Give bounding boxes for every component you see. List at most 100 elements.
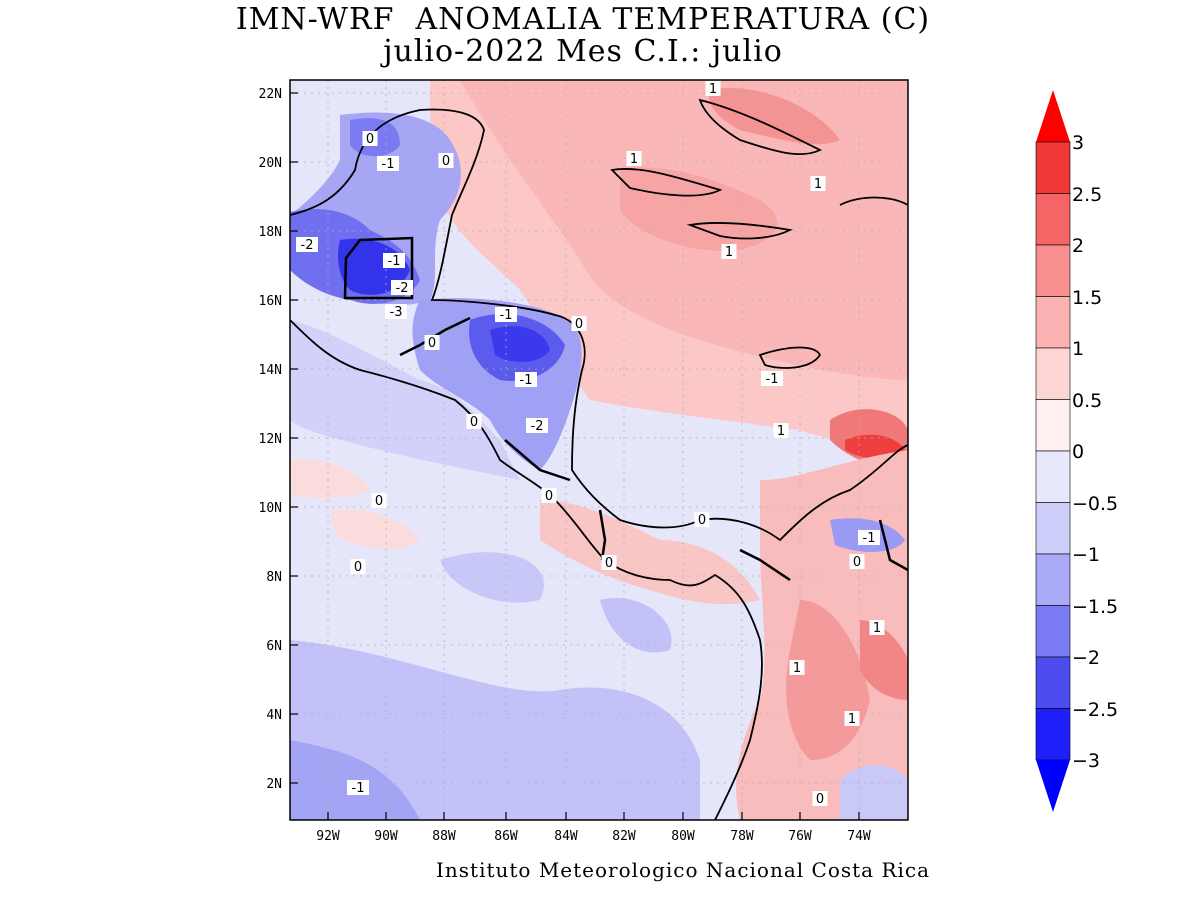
lon-tick-label: 88W [432,829,456,844]
contour-label-bg [694,512,710,527]
lon-tick-label: 76W [788,829,812,844]
map-frame [289,79,909,821]
lat-tick-label: 8N [266,570,282,585]
contour-label: -2 [301,238,314,253]
colorbar-box [1035,296,1071,349]
colorbar-label: −3 [1072,750,1100,772]
lon-tick-label: 86W [494,829,518,844]
colorbar-box [1035,347,1071,400]
contour-label-bg [541,488,557,503]
contour-label: 0 [545,489,553,504]
colorbar-label: 1 [1072,338,1084,360]
contour-label: 1 [873,621,881,636]
contour-label: 0 [428,336,436,351]
lat-tick-label: 12N [259,432,282,447]
colorbar-box [1035,244,1071,297]
contour-label-bg [773,423,789,438]
contour-label-bg [810,176,826,191]
contour-label: 0 [575,317,583,332]
lat-tick-label: 10N [259,501,282,516]
colorbar-box [1035,502,1071,555]
contour-label: -1 [382,157,395,172]
colorbar-label: −1 [1072,544,1100,566]
colorbar-label: −0.5 [1072,493,1118,515]
map-subtitle: julio-2022 Mes C.I.: julio [383,34,783,69]
colorbar-label: 1.5 [1072,287,1102,309]
contour-label: 1 [709,82,717,97]
contour-label: -1 [863,531,876,546]
contour-label-bg [526,418,548,433]
contour-label-bg [296,237,318,252]
contour-label-bg [571,316,587,331]
contour-label: 0 [605,556,613,571]
contour-label-bg [789,660,805,675]
lon-tick-label: 80W [671,829,695,844]
contour-label-bg [761,371,783,386]
contour-label: 0 [442,154,450,169]
contour-label: -1 [352,781,365,796]
institution-credit: Instituto Meteorologico Nacional Costa R… [436,858,931,882]
contour-label-bg [371,493,387,508]
contour-label: -2 [396,281,409,296]
contour-label: 1 [630,152,638,167]
colorbar-box [1035,450,1071,503]
contour-label: 0 [354,560,362,575]
lat-tick-label: 4N [266,708,282,723]
lon-tick-label: 74W [847,829,871,844]
axis-ticks [290,92,860,820]
contour-label-bg [383,253,405,268]
graticule [290,80,908,820]
colorbar-min-arrow [1036,760,1070,812]
colorbar-label: 0 [1072,441,1084,463]
contour-label-bg [350,559,366,574]
colorbar-label: −2.5 [1072,699,1118,721]
colorbar-box [1035,193,1071,246]
contour-label-bg [812,791,828,806]
colorbar-box [1035,399,1071,452]
contour-label: -1 [500,308,513,323]
contour-label: -1 [520,373,533,388]
colorbar-box [1035,656,1071,709]
contour-label-bg [377,156,399,171]
contour-label: -1 [388,254,401,269]
colorbar-label: 2 [1072,235,1084,257]
contour-label: -3 [390,305,403,320]
colorbar-label: 0.5 [1072,390,1102,412]
lat-tick-label: 14N [259,363,282,378]
contour-label-bg [362,131,378,146]
contour-label: 1 [777,424,785,439]
contour-label: 1 [725,245,733,260]
lat-tick-label: 16N [259,294,282,309]
lon-tick-label: 92W [316,829,340,844]
lon-tick-label: 78W [730,829,754,844]
lat-tick-label: 20N [259,156,282,171]
contour-label: -2 [531,419,544,434]
contour-label: 1 [814,177,822,192]
contour-label-bg [391,280,413,295]
lat-tick-label: 18N [259,225,282,240]
contour-label-bg [495,307,517,322]
lat-tick-label: 6N [266,639,282,654]
contour-label: 1 [793,661,801,676]
colorbar-box [1035,141,1071,194]
contour-label: 1 [848,712,856,727]
colorbar-label: −2 [1072,647,1100,669]
contour-label-bg [424,335,440,350]
country-borders [343,236,908,582]
map-title: IMN-WRF ANOMALIA TEMPERATURA (C) [235,2,931,37]
contour-label-bg [601,555,617,570]
contour-label: -1 [766,372,779,387]
contour-label: 0 [470,415,478,430]
contour-label: 0 [853,555,861,570]
contour-label: 0 [698,513,706,528]
contour-label: 0 [366,132,374,147]
contour-label-bg [849,554,865,569]
contour-label-bg [869,620,885,635]
contour-label-bg [626,151,642,166]
colorbar-label: 3 [1072,132,1084,154]
lon-tick-label: 84W [554,829,578,844]
contour-label-bg [515,372,537,387]
contour-label: 0 [375,494,383,509]
contour-label-bg [844,711,860,726]
